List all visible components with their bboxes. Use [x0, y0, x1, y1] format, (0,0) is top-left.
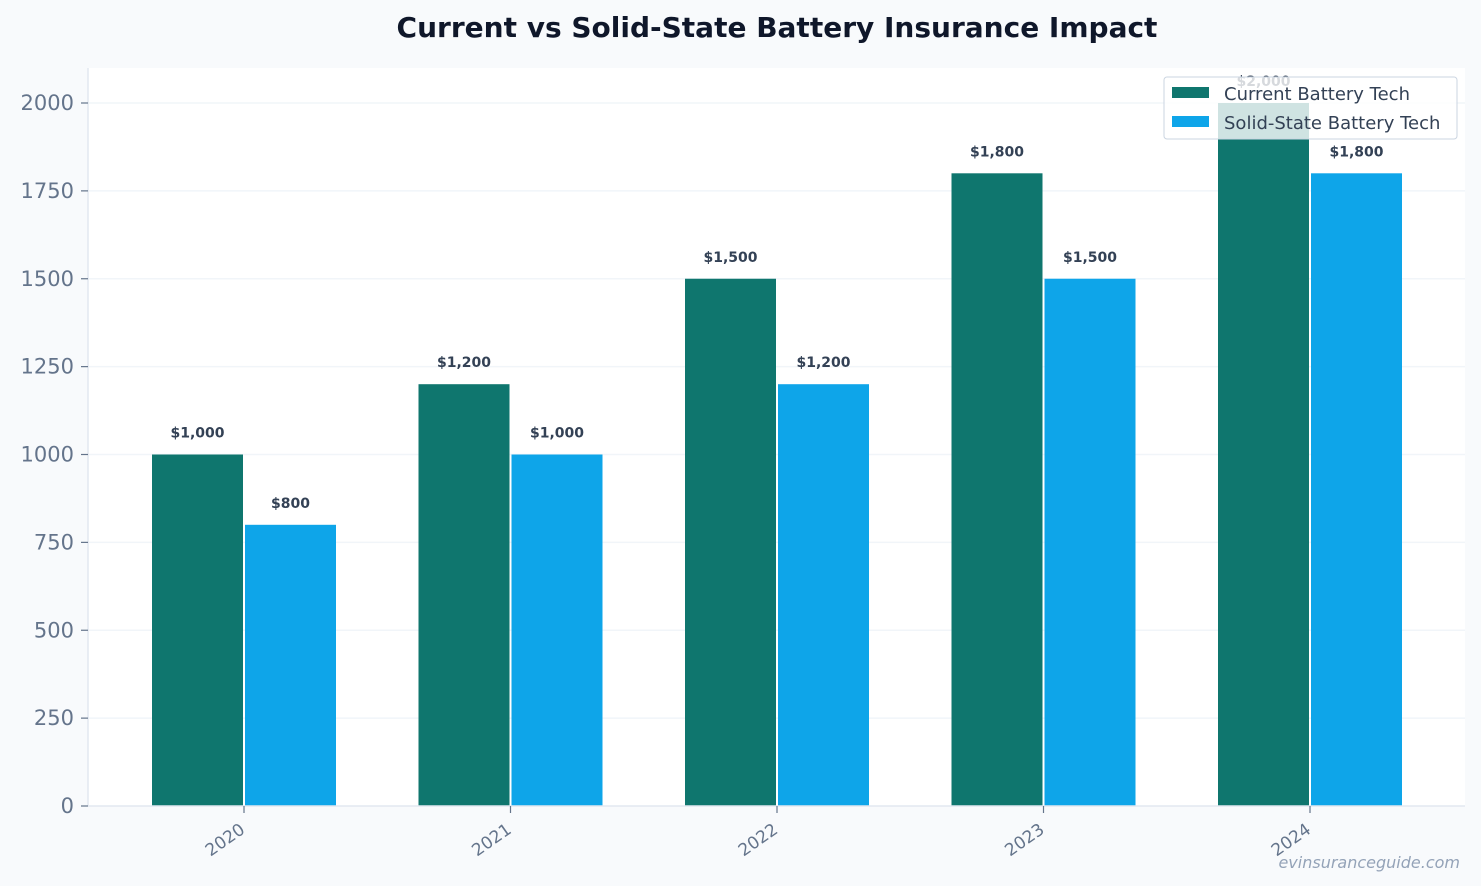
bar-label-current-2021: $1,200: [437, 355, 491, 371]
legend-swatch-current: [1172, 87, 1209, 98]
chart-title: Current vs Solid-State Battery Insurance…: [397, 11, 1158, 44]
legend-swatch-solid-state: [1172, 116, 1209, 127]
bar-solid-state-2020: [245, 524, 336, 806]
y-tick-label-750: 750: [34, 530, 74, 554]
bar-label-current-2020: $1,000: [170, 426, 224, 442]
y-tick-label-1250: 1250: [21, 355, 74, 379]
bar-current-2024: [1218, 103, 1309, 806]
y-tick-label-2000: 2000: [21, 91, 74, 115]
x-tick-label-2020: 2020: [202, 820, 249, 861]
x-tick-label-2023: 2023: [1001, 820, 1048, 861]
watermark: evinsuranceguide.com: [1278, 853, 1460, 872]
bar-solid-state-2023: [1044, 278, 1136, 806]
bar-label-solid-state-2022: $1,200: [796, 355, 850, 371]
bar-label-current-2023: $1,800: [970, 144, 1024, 160]
legend-box: [1163, 76, 1458, 140]
y-axis-ticks: 0 250 500 750 1000 1250 1500 1750 2000: [21, 91, 88, 818]
bar-solid-state-2022: [778, 384, 869, 806]
bars: [152, 103, 1402, 807]
bar-current-2020: [152, 454, 243, 806]
y-tick-label-1000: 1000: [21, 443, 74, 467]
bar-current-2021: [418, 384, 510, 806]
bar-label-current-2022: $1,500: [703, 250, 757, 266]
bar-solid-state-2024: [1311, 173, 1402, 807]
bar-solid-state-2021: [511, 454, 603, 806]
y-tick-label-1750: 1750: [21, 179, 74, 203]
x-tick-label-2021: 2021: [468, 820, 515, 861]
bar-label-solid-state-2024: $1,800: [1329, 144, 1383, 160]
x-axis-ticks: 2020 2021 2022 2023 2024: [202, 806, 1315, 861]
bar-label-solid-state-2021: $1,000: [530, 426, 584, 442]
bar-label-solid-state-2023: $1,500: [1063, 250, 1117, 266]
y-tick-label-500: 500: [34, 618, 74, 642]
x-tick-label-2022: 2022: [735, 820, 782, 861]
y-tick-label-0: 0: [61, 794, 74, 818]
legend-label-solid-state: Solid-State Battery Tech: [1224, 113, 1440, 134]
y-tick-label-250: 250: [34, 706, 74, 730]
legend-label-current: Current Battery Tech: [1224, 84, 1410, 105]
legend: Current Battery Tech Solid-State Battery…: [1163, 76, 1458, 140]
y-tick-label-1500: 1500: [21, 267, 74, 291]
bar-current-2023: [951, 173, 1043, 807]
bar-current-2022: [685, 278, 776, 806]
bar-label-solid-state-2020: $800: [271, 496, 310, 512]
